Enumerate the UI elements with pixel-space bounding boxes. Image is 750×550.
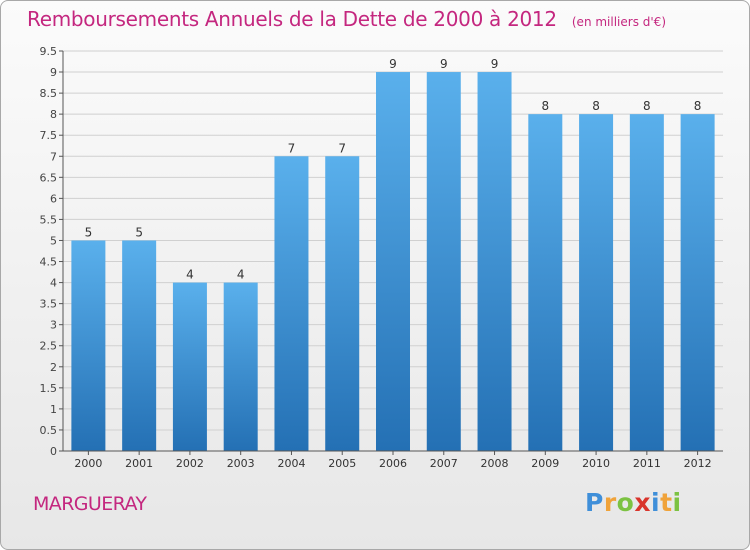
logo-letter: P: [585, 488, 604, 517]
y-tick-label: 0: [50, 445, 57, 458]
y-tick-label: 7.5: [40, 129, 58, 142]
y-tick-label: 4.5: [40, 256, 58, 269]
y-tick-label: 9.5: [40, 45, 58, 58]
data-label: 9: [440, 57, 448, 71]
data-label: 4: [186, 268, 194, 282]
y-tick-label: 2: [50, 361, 57, 374]
data-label: 8: [592, 99, 600, 113]
bar: [172, 282, 207, 451]
data-label: 7: [338, 141, 346, 155]
y-tick-label: 2.5: [40, 340, 58, 353]
bar: [528, 114, 563, 451]
y-tick-label: 5: [50, 234, 57, 247]
axes: 0 0.5 1 1.5 2 2.5 3 3.5 4 4.5 5 5.5 6 6.5 7 7.5 8 8.5 9 9.5…: [40, 45, 723, 470]
bar: [325, 156, 360, 451]
chart-title-row: Remboursements Annuels de la Dette de 20…: [27, 7, 666, 31]
y-tick-label: 1: [50, 403, 57, 416]
x-tick-label: 2010: [582, 457, 610, 470]
y-tick-label: 1.5: [40, 382, 58, 395]
logo-letter: x: [634, 488, 651, 517]
data-label: 7: [288, 141, 296, 155]
data-label: 5: [85, 225, 93, 239]
x-tick-label: 2002: [176, 457, 204, 470]
bar: [274, 156, 309, 451]
x-tick-label: 2005: [328, 457, 356, 470]
y-tick-label: 5.5: [40, 213, 58, 226]
y-tick-label: 6: [50, 192, 57, 205]
bar: [376, 72, 410, 451]
bar: [629, 114, 664, 451]
x-tick-label: 2011: [633, 457, 661, 470]
x-tick-label: 2001: [125, 457, 153, 470]
y-tick-label: 8: [50, 108, 57, 121]
proxiti-logo[interactable]: Proxiti: [585, 488, 682, 517]
logo-letter: i: [672, 488, 682, 517]
y-tick-label: 4: [50, 277, 57, 290]
y-tick-label: 0.5: [40, 424, 58, 437]
logo-letter: t: [660, 488, 673, 517]
bar: [579, 114, 614, 451]
bar: [71, 240, 106, 451]
data-label: 4: [237, 268, 245, 282]
y-tick-label: 9: [50, 66, 57, 79]
x-tick-label: 2009: [531, 457, 559, 470]
logo-letter: o: [616, 488, 635, 517]
y-tick-label: 3: [50, 319, 57, 332]
logo-letter: r: [603, 488, 617, 517]
data-label: 8: [694, 99, 702, 113]
x-tick-label: 2006: [379, 457, 407, 470]
logo-letter: i: [651, 488, 661, 517]
bars: [71, 72, 715, 451]
data-label: 9: [389, 57, 397, 71]
y-tick-label: 7: [50, 150, 57, 163]
x-tick-label: 2008: [481, 457, 509, 470]
data-label: 8: [541, 99, 549, 113]
x-tick-label: 2003: [227, 457, 255, 470]
chart-subtitle: (en milliers d'€): [571, 15, 666, 29]
chart-title: Remboursements Annuels de la Dette de 20…: [27, 7, 557, 31]
bar: [426, 72, 461, 451]
x-tick-label: 2007: [430, 457, 458, 470]
data-label: 5: [135, 225, 143, 239]
data-label: 8: [643, 99, 651, 113]
x-tick-label: 2000: [74, 457, 102, 470]
bar: [122, 240, 157, 451]
data-label: 9: [491, 57, 499, 71]
bar: [477, 72, 512, 451]
y-tick-label: 6.5: [40, 171, 58, 184]
x-tick-label: 2004: [277, 457, 305, 470]
commune-name: MARGUERAY: [33, 493, 147, 515]
bar: [223, 282, 258, 451]
x-tick-label: 2012: [684, 457, 712, 470]
y-tick-label: 3.5: [40, 298, 58, 311]
data-labels: 5 5 4 4 7 7 9 9 9 8 8 8 8: [85, 57, 702, 282]
y-tick-label: 8.5: [40, 87, 58, 100]
bar: [680, 114, 715, 451]
